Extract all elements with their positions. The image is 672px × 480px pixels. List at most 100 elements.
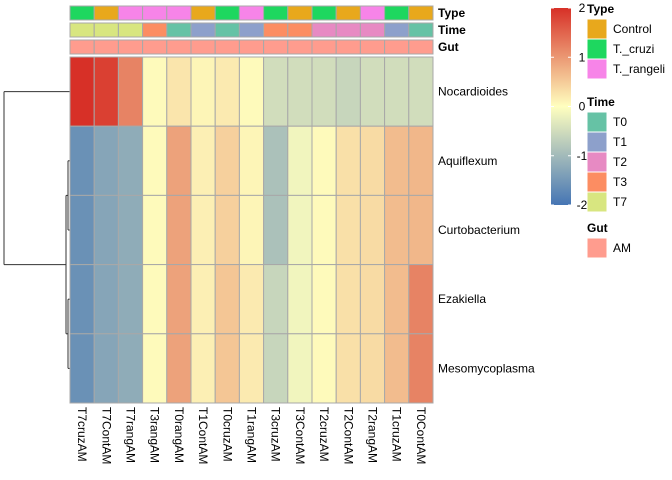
heatmap-cells [69, 56, 434, 404]
heatmap-cell [238, 56, 265, 127]
heatmap-cell [287, 264, 313, 335]
column-label: T0ContAM [414, 407, 428, 464]
colorbar-tick-label: 0 [579, 100, 586, 114]
legend-key [586, 171, 608, 193]
annotation-cell-gut [142, 39, 168, 55]
legend-label: T._cruzi [613, 42, 654, 56]
heatmap-cell [190, 56, 216, 127]
annotation-cell-type [117, 5, 144, 21]
heatmap-cell [142, 264, 168, 335]
annotation-cell-time [190, 22, 216, 38]
legend-title: Time [587, 95, 615, 109]
heatmap-cell [69, 264, 95, 335]
annotation-cell-time [335, 22, 361, 38]
annotation-cell-type [311, 5, 337, 21]
heatmap-cell [408, 333, 434, 404]
heatmap-cell [69, 56, 95, 127]
annotation-cell-type [214, 5, 240, 21]
colorbar-tick-label: 2 [579, 1, 586, 15]
annotation-cell-time [117, 22, 144, 38]
heatmap-cell [117, 333, 144, 404]
heatmap-cell [93, 56, 119, 127]
annotation-cell-type [408, 5, 434, 21]
heatmap-cell [384, 56, 410, 127]
annotation-cell-time [142, 22, 168, 38]
heatmap-cell [214, 333, 240, 404]
heatmap-cell [263, 194, 289, 266]
heatmap-cell [287, 125, 313, 196]
legend-title: Gut [587, 221, 608, 235]
column-label: T7cruzAM [75, 407, 89, 462]
heatmap-cell [408, 125, 434, 196]
heatmap-cell [311, 125, 337, 196]
heatmap-cell [142, 56, 168, 127]
row-dendrogram [3, 91, 70, 369]
column-label: T2rangAM [366, 407, 380, 463]
legend-key [586, 38, 608, 60]
heatmap-cell [263, 125, 289, 196]
annotation-cell-time [93, 22, 119, 38]
colorbar-bar [551, 8, 571, 205]
annotation-cell-gut [408, 39, 434, 55]
annotation-tracks [69, 5, 434, 55]
heatmap-cell [166, 333, 192, 404]
heatmap-cell [263, 264, 289, 335]
column-label: T7ContAM [99, 407, 113, 464]
annotation-cell-gut [335, 39, 361, 55]
heatmap-cell [93, 125, 119, 196]
heatmap-cell [287, 194, 313, 266]
annotation-cell-type [384, 5, 410, 21]
annotation-cell-gut [287, 39, 313, 55]
annotation-cell-gut [166, 39, 192, 55]
heatmap-cell [69, 194, 95, 266]
legend-label: T0 [613, 115, 627, 129]
heatmap-cell [384, 333, 410, 404]
legend-key [586, 237, 608, 259]
heatmap-cell [190, 194, 216, 266]
heatmap-cell [238, 125, 265, 196]
heatmap-cell [117, 194, 144, 266]
heatmap-cell [335, 125, 361, 196]
annotation-cell-gut [214, 39, 240, 55]
heatmap-cell [93, 264, 119, 335]
row-label: Mesomycoplasma [438, 361, 535, 375]
annotation-cell-gut [311, 39, 337, 55]
annotation-cell-time [166, 22, 192, 38]
heatmap-cell [93, 194, 119, 266]
column-label: T3rangAM [148, 407, 162, 463]
annotation-track-label: Gut [438, 40, 459, 54]
column-label: T3ContAM [293, 407, 307, 464]
heatmap-cell [190, 333, 216, 404]
heatmap-cell [238, 333, 265, 404]
heatmap-cell [408, 264, 434, 335]
heatmap-cell [117, 56, 144, 127]
annotation-cell-type [69, 5, 95, 21]
legend-label: AM [613, 241, 631, 255]
heatmap-cell [359, 56, 386, 127]
column-labels: T7cruzAM T7ContAM T7rangAM T3rangAM T0rangAM… [75, 407, 428, 464]
legend-key [586, 18, 608, 40]
colorbar-tick-label: -1 [577, 149, 588, 163]
column-label: T3cruzAM [269, 407, 283, 462]
heatmap-cell [142, 194, 168, 266]
row-labels: Nocardioides Aquiflexum Curtobacterium Ezak… [438, 85, 535, 376]
row-label: Nocardioides [438, 85, 508, 99]
annotation-cell-type [93, 5, 119, 21]
colorbar: 2 1 0 -1 -2 [551, 1, 588, 212]
legend-key [586, 191, 608, 213]
heatmap-cell [263, 56, 289, 127]
heatmap-cell [190, 125, 216, 196]
heatmap-cell [166, 264, 192, 335]
annotation-track-label: Type [438, 6, 465, 20]
legend-label: Control [613, 22, 652, 36]
heatmap-cell [117, 125, 144, 196]
heatmap-cell [335, 333, 361, 404]
heatmap-cell [214, 194, 240, 266]
annotation-cell-gut [93, 39, 119, 55]
heatmap-cell [238, 194, 265, 266]
legend-label: T._rangeli [613, 62, 665, 76]
legend-title: Type [587, 2, 614, 16]
heatmap-cell [359, 194, 386, 266]
heatmap-cell [69, 125, 95, 196]
annotation-cell-type [287, 5, 313, 21]
